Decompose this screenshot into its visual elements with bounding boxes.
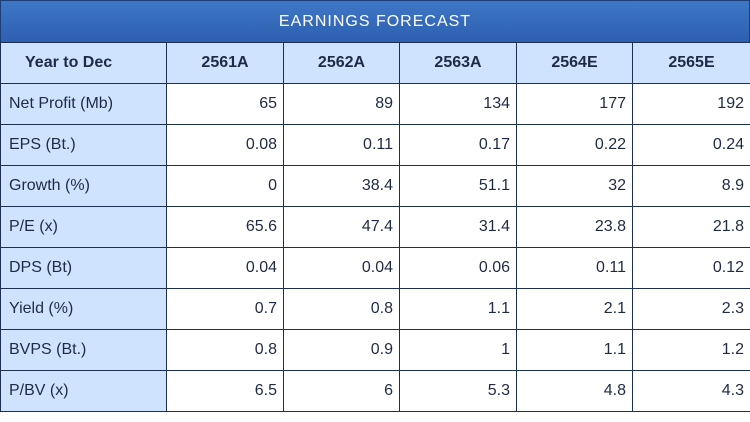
header-2564e: 2564E xyxy=(516,42,633,84)
row-label: P/E (x) xyxy=(0,206,167,248)
row-label: EPS (Bt.) xyxy=(0,124,167,166)
header-2565e: 2565E xyxy=(632,42,750,84)
row-label: Net Profit (Mb) xyxy=(0,83,167,125)
header-2562a: 2562A xyxy=(283,42,400,84)
table-cell: 0.22 xyxy=(516,124,633,166)
table-row: Yield (%) 0.7 0.8 1.1 2.1 2.3 xyxy=(0,288,750,330)
table-cell: 0.24 xyxy=(632,124,750,166)
table-cell: 0.8 xyxy=(166,329,284,371)
table-row: Growth (%) 0 38.4 51.1 32 8.9 xyxy=(0,165,750,207)
table-cell: 2.1 xyxy=(516,288,633,330)
table-row: DPS (Bt) 0.04 0.04 0.06 0.11 0.12 xyxy=(0,247,750,289)
row-label: P/BV (x) xyxy=(0,370,167,412)
table-cell: 8.9 xyxy=(632,165,750,207)
header-year-to-dec: Year to Dec xyxy=(0,42,167,84)
row-label: Yield (%) xyxy=(0,288,167,330)
row-label: DPS (Bt) xyxy=(0,247,167,289)
table-cell: 21.8 xyxy=(632,206,750,248)
table-row: Net Profit (Mb) 65 89 134 177 192 xyxy=(0,83,750,125)
table-cell: 0.7 xyxy=(166,288,284,330)
header-2561a: 2561A xyxy=(166,42,284,84)
table-cell: 6 xyxy=(283,370,400,412)
row-label: Growth (%) xyxy=(0,165,167,207)
table-row: P/BV (x) 6.5 6 5.3 4.8 4.3 xyxy=(0,370,750,412)
table-cell: 23.8 xyxy=(516,206,633,248)
header-2563a: 2563A xyxy=(399,42,517,84)
table-cell: 0.17 xyxy=(399,124,517,166)
table-cell: 4.3 xyxy=(632,370,750,412)
table-cell: 1.2 xyxy=(632,329,750,371)
table-title: EARNINGS FORECAST xyxy=(0,0,750,42)
table-cell: 0.8 xyxy=(283,288,400,330)
table-cell: 2.3 xyxy=(632,288,750,330)
table-cell: 1.1 xyxy=(399,288,517,330)
table-cell: 0.12 xyxy=(632,247,750,289)
table-cell: 0 xyxy=(166,165,284,207)
table-row: P/E (x) 65.6 47.4 31.4 23.8 21.8 xyxy=(0,206,750,248)
table-cell: 32 xyxy=(516,165,633,207)
table-cell: 134 xyxy=(399,83,517,125)
table-cell: 38.4 xyxy=(283,165,400,207)
table-cell: 4.8 xyxy=(516,370,633,412)
table-cell: 5.3 xyxy=(399,370,517,412)
table-cell: 1 xyxy=(399,329,517,371)
table-cell: 0.04 xyxy=(166,247,284,289)
table-cell: 0.06 xyxy=(399,247,517,289)
table-cell: 0.9 xyxy=(283,329,400,371)
table-cell: 47.4 xyxy=(283,206,400,248)
header-row: Year to Dec 2561A 2562A 2563A 2564E 2565… xyxy=(0,42,750,84)
forecast-table: Year to Dec 2561A 2562A 2563A 2564E 2565… xyxy=(0,42,750,412)
table-cell: 0.11 xyxy=(516,247,633,289)
table-cell: 89 xyxy=(283,83,400,125)
table-cell: 0.08 xyxy=(166,124,284,166)
table-cell: 65 xyxy=(166,83,284,125)
table-cell: 31.4 xyxy=(399,206,517,248)
table-cell: 65.6 xyxy=(166,206,284,248)
table-cell: 51.1 xyxy=(399,165,517,207)
table-cell: 177 xyxy=(516,83,633,125)
table-row: EPS (Bt.) 0.08 0.11 0.17 0.22 0.24 xyxy=(0,124,750,166)
table-cell: 192 xyxy=(632,83,750,125)
table-cell: 0.11 xyxy=(283,124,400,166)
table-row: BVPS (Bt.) 0.8 0.9 1 1.1 1.2 xyxy=(0,329,750,371)
table-cell: 0.04 xyxy=(283,247,400,289)
table-cell: 1.1 xyxy=(516,329,633,371)
row-label: BVPS (Bt.) xyxy=(0,329,167,371)
table-cell: 6.5 xyxy=(166,370,284,412)
